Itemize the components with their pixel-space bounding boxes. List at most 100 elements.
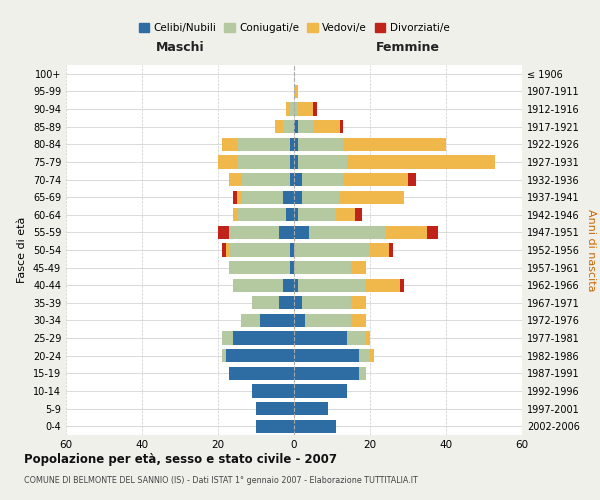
Bar (283, 278, 294, 292)
Bar (226, 349, 294, 362)
Bar (233, 278, 283, 292)
Bar (222, 244, 226, 256)
Bar (294, 314, 305, 327)
Bar (294, 402, 328, 415)
Bar (233, 190, 237, 204)
Bar (294, 261, 351, 274)
Bar (427, 226, 439, 239)
Bar (233, 208, 237, 222)
Bar (336, 208, 355, 222)
Bar (222, 332, 233, 344)
Bar (294, 156, 298, 168)
Bar (347, 332, 366, 344)
Bar (340, 190, 404, 204)
Bar (302, 173, 343, 186)
Bar (241, 190, 283, 204)
Bar (351, 296, 366, 310)
Bar (370, 349, 374, 362)
Bar (343, 173, 408, 186)
Bar (237, 156, 290, 168)
Bar (294, 366, 359, 380)
Text: Maschi: Maschi (155, 42, 205, 54)
Bar (366, 332, 370, 344)
Bar (343, 138, 446, 151)
Bar (389, 244, 393, 256)
Bar (294, 208, 298, 222)
Bar (370, 244, 389, 256)
Bar (290, 244, 294, 256)
Bar (283, 190, 294, 204)
Bar (294, 244, 370, 256)
Bar (294, 278, 298, 292)
Y-axis label: Fasce di età: Fasce di età (17, 217, 27, 283)
Bar (252, 384, 294, 398)
Bar (237, 208, 286, 222)
Bar (283, 120, 294, 134)
Bar (302, 296, 351, 310)
Bar (229, 226, 279, 239)
Bar (286, 208, 294, 222)
Bar (294, 190, 302, 204)
Bar (286, 102, 290, 116)
Bar (294, 173, 302, 186)
Bar (294, 332, 347, 344)
Bar (229, 173, 241, 186)
Bar (298, 120, 313, 134)
Bar (294, 296, 302, 310)
Bar (298, 156, 347, 168)
Bar (229, 244, 290, 256)
Bar (309, 226, 385, 239)
Bar (241, 314, 260, 327)
Legend: Celibi/Nubili, Coniugati/e, Vedovi/e, Divorziati/e: Celibi/Nubili, Coniugati/e, Vedovi/e, Di… (134, 18, 454, 37)
Bar (275, 120, 283, 134)
Bar (355, 208, 362, 222)
Bar (385, 226, 427, 239)
Bar (294, 85, 298, 98)
Text: Popolazione per età, sesso e stato civile - 2007: Popolazione per età, sesso e stato civil… (24, 452, 337, 466)
Bar (222, 349, 226, 362)
Bar (260, 314, 294, 327)
Bar (226, 244, 229, 256)
Bar (218, 226, 229, 239)
Bar (408, 173, 416, 186)
Bar (279, 296, 294, 310)
Bar (233, 332, 294, 344)
Bar (298, 102, 313, 116)
Bar (229, 261, 290, 274)
Bar (400, 278, 404, 292)
Bar (256, 420, 294, 433)
Bar (340, 120, 343, 134)
Bar (222, 138, 237, 151)
Bar (347, 156, 496, 168)
Bar (290, 173, 294, 186)
Bar (294, 384, 347, 398)
Bar (294, 138, 298, 151)
Bar (279, 226, 294, 239)
Bar (241, 173, 290, 186)
Bar (218, 156, 237, 168)
Bar (359, 366, 366, 380)
Bar (298, 278, 366, 292)
Bar (237, 138, 290, 151)
Text: COMUNE DI BELMONTE DEL SANNIO (IS) - Dati ISTAT 1° gennaio 2007 - Elaborazione T: COMUNE DI BELMONTE DEL SANNIO (IS) - Dat… (24, 476, 418, 485)
Bar (237, 190, 241, 204)
Bar (359, 349, 370, 362)
Bar (351, 314, 366, 327)
Bar (294, 226, 309, 239)
Bar (294, 420, 336, 433)
Bar (256, 402, 294, 415)
Bar (305, 314, 351, 327)
Bar (290, 102, 294, 116)
Bar (290, 138, 294, 151)
Bar (229, 366, 294, 380)
Bar (302, 190, 340, 204)
Bar (313, 102, 317, 116)
Bar (290, 156, 294, 168)
Bar (294, 349, 359, 362)
Bar (298, 208, 336, 222)
Bar (294, 120, 298, 134)
Text: Femmine: Femmine (376, 42, 440, 54)
Y-axis label: Anni di nascita: Anni di nascita (586, 209, 596, 291)
Bar (351, 261, 366, 274)
Bar (290, 261, 294, 274)
